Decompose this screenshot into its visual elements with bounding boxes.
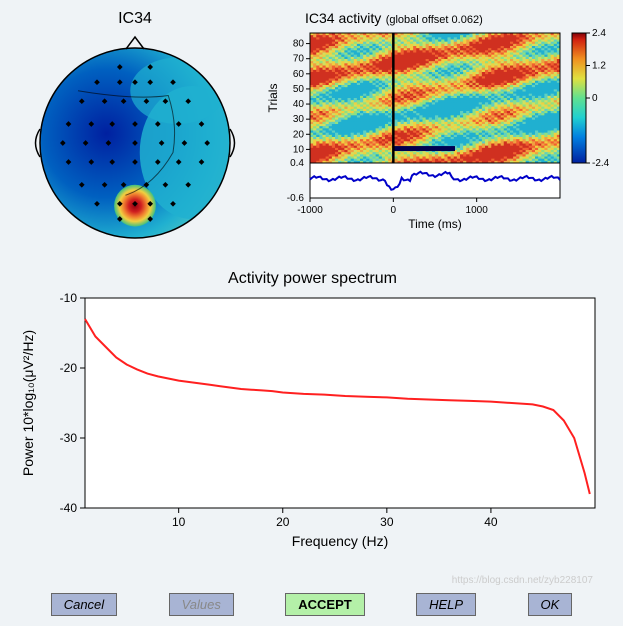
svg-text:-10: -10: [60, 291, 78, 305]
svg-text:Time (ms): Time (ms): [408, 217, 462, 231]
svg-text:50: 50: [293, 84, 305, 95]
svg-text:0.4: 0.4: [290, 158, 304, 169]
svg-text:-30: -30: [60, 431, 78, 445]
heatmap-title: IC34 activity: [305, 10, 381, 26]
spectrum-panel: Activity power spectrum 10 20 30 40 -40 -30 -2…: [15, 270, 610, 560]
svg-text:Frequency (Hz): Frequency (Hz): [292, 533, 388, 549]
cancel-button[interactable]: Cancel: [51, 593, 117, 616]
heatmap-plot: 10 20 30 40 50 60 70 80 Trials -0.6 0.4 -1000 0 1000 T…: [265, 28, 615, 253]
svg-text:0: 0: [592, 93, 598, 104]
svg-text:-40: -40: [60, 501, 78, 515]
svg-text:Power 10*log₁₀(μV²/Hz): Power 10*log₁₀(μV²/Hz): [20, 330, 36, 476]
svg-text:2.4: 2.4: [592, 28, 606, 39]
button-row: Cancel Values ACCEPT HELP OK: [0, 593, 623, 616]
svg-text:Trials: Trials: [266, 84, 280, 113]
svg-text:70: 70: [293, 54, 305, 65]
ok-button[interactable]: OK: [528, 593, 573, 616]
svg-text:1.2: 1.2: [592, 61, 606, 72]
topomap-panel: IC34: [20, 10, 250, 255]
topomap-plot: [20, 28, 250, 253]
svg-text:20: 20: [293, 129, 305, 140]
svg-text:60: 60: [293, 69, 305, 80]
heatmap-subtitle: (global offset 0.062): [386, 14, 483, 26]
topomap-title: IC34: [20, 10, 250, 28]
svg-text:-0.6: -0.6: [287, 193, 305, 204]
svg-text:-2.4: -2.4: [592, 158, 610, 169]
svg-text:40: 40: [293, 99, 305, 110]
spectrum-title: Activity power spectrum: [15, 270, 610, 288]
svg-text:80: 80: [293, 39, 305, 50]
svg-text:30: 30: [293, 114, 305, 125]
svg-text:-1000: -1000: [297, 205, 323, 216]
svg-text:0: 0: [391, 205, 397, 216]
svg-text:-20: -20: [60, 361, 78, 375]
spectrum-plot: 10 20 30 40 -40 -30 -20 -10 Frequency (Hz) Power …: [15, 288, 610, 553]
watermark: https://blog.csdn.net/zyb228107: [452, 575, 593, 586]
svg-text:10: 10: [172, 515, 186, 529]
help-button[interactable]: HELP: [416, 593, 476, 616]
svg-text:20: 20: [276, 515, 290, 529]
svg-text:10: 10: [293, 144, 305, 155]
svg-text:40: 40: [484, 515, 498, 529]
accept-button[interactable]: ACCEPT: [285, 593, 364, 616]
svg-text:1000: 1000: [466, 205, 489, 216]
heatmap-panel: IC34 activity (global offset 0.062) 10 20…: [265, 10, 615, 255]
svg-text:30: 30: [380, 515, 394, 529]
values-button[interactable]: Values: [169, 593, 234, 616]
